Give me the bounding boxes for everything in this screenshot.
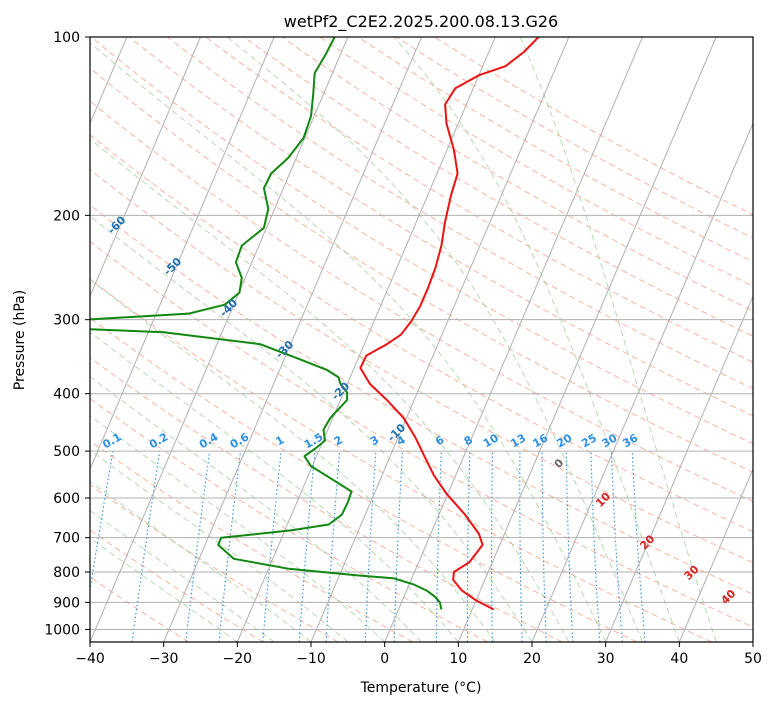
isotherm-line — [236, 37, 496, 642]
dry-adiabat-line — [433, 37, 753, 216]
y-axis-title: Pressure (hPa) — [12, 290, 28, 390]
y-tick-label: 1000 — [44, 622, 80, 638]
dry-adiabat-line — [242, 37, 753, 337]
dry-adiabat-line — [128, 37, 753, 417]
isotherm-line — [457, 37, 717, 642]
moist-adiabat-line — [90, 415, 386, 642]
moist-adiabat-line — [90, 42, 607, 642]
isotherm-line — [163, 37, 422, 642]
y-tick-label: 800 — [53, 565, 80, 581]
y-tick-label: 400 — [53, 387, 80, 403]
y-axis: 100 200 300 400 500 600 700 800 900 1000 — [44, 30, 90, 638]
temperature-profile — [359, 37, 540, 611]
grid-lines — [90, 37, 753, 642]
background-lines — [90, 37, 753, 642]
moist-adiabat-line — [90, 537, 238, 642]
y-tick-label: 500 — [53, 444, 80, 460]
y-tick-label: 300 — [53, 313, 80, 329]
dry-adiabat-line — [90, 100, 753, 503]
y-tick-label: 700 — [53, 531, 80, 547]
isotherm-line — [531, 122, 753, 642]
dry-adiabat-line — [90, 67, 753, 473]
dewpoint-profile — [90, 37, 443, 610]
x-tick-label: 50 — [744, 651, 762, 667]
dry-adiabat-line — [166, 37, 753, 390]
x-tick-label: −20 — [223, 651, 253, 667]
isotherm-line — [605, 295, 753, 642]
moist-adiabat-line — [90, 509, 275, 642]
mixing-ratio-line — [185, 451, 211, 642]
x-tick-label: 0 — [380, 651, 389, 667]
series-layer — [90, 37, 540, 611]
y-tick-label: 200 — [53, 208, 80, 224]
mixing-ratio-line — [262, 451, 282, 642]
moist-adiabat-line — [90, 480, 312, 642]
dry-adiabat-line — [90, 440, 414, 642]
moist-adiabat-line — [90, 215, 533, 642]
dry-adiabat-line — [90, 168, 753, 564]
plot-frame — [89, 36, 754, 643]
x-tick-label: −10 — [296, 651, 326, 667]
dry-adiabat-line — [90, 529, 264, 642]
dry-adiabat-line — [281, 37, 753, 312]
mixing-ratio-line — [218, 451, 242, 642]
dry-adiabat-line — [90, 397, 488, 642]
moist-adiabat-line — [393, 37, 680, 642]
dry-adiabat-line — [90, 317, 638, 642]
moist-adiabat-line — [90, 331, 459, 642]
isotherm-line — [310, 37, 570, 642]
dry-adiabat-line — [204, 37, 753, 363]
moist-adiabat-line — [227, 37, 643, 642]
x-axis-title: Temperature (°C) — [360, 680, 482, 696]
dry-adiabat-line — [90, 37, 753, 445]
x-tick-label: 30 — [597, 651, 615, 667]
x-tick-label: −30 — [149, 651, 179, 667]
isotherm-line — [90, 37, 201, 298]
x-tick-label: 20 — [523, 651, 541, 667]
isotherm-line — [90, 37, 275, 471]
isotherm-line — [678, 467, 753, 642]
mixing-ratio-line — [90, 451, 114, 594]
y-tick-label: 600 — [53, 491, 80, 507]
mixing-ratio-line — [631, 451, 646, 642]
x-axis: −40 −30 −20 −10 0 10 20 30 40 50 — [75, 642, 762, 667]
x-tick-label: −40 — [75, 651, 105, 667]
y-tick-label: 900 — [53, 595, 80, 611]
moist-adiabat-line — [90, 278, 496, 642]
moist-adiabat-line — [519, 37, 717, 642]
moist-adiabat-line — [90, 138, 570, 642]
dry-adiabat-line — [90, 240, 753, 628]
x-tick-label: 40 — [670, 651, 688, 667]
x-tick-label: 10 — [449, 651, 467, 667]
chart-title: wetPf2_C2E2.2025.200.08.13.G26 — [284, 12, 558, 32]
isotherm-line — [384, 37, 643, 642]
mixing-ratio-line — [298, 451, 316, 642]
y-tick-label: 100 — [53, 30, 80, 46]
